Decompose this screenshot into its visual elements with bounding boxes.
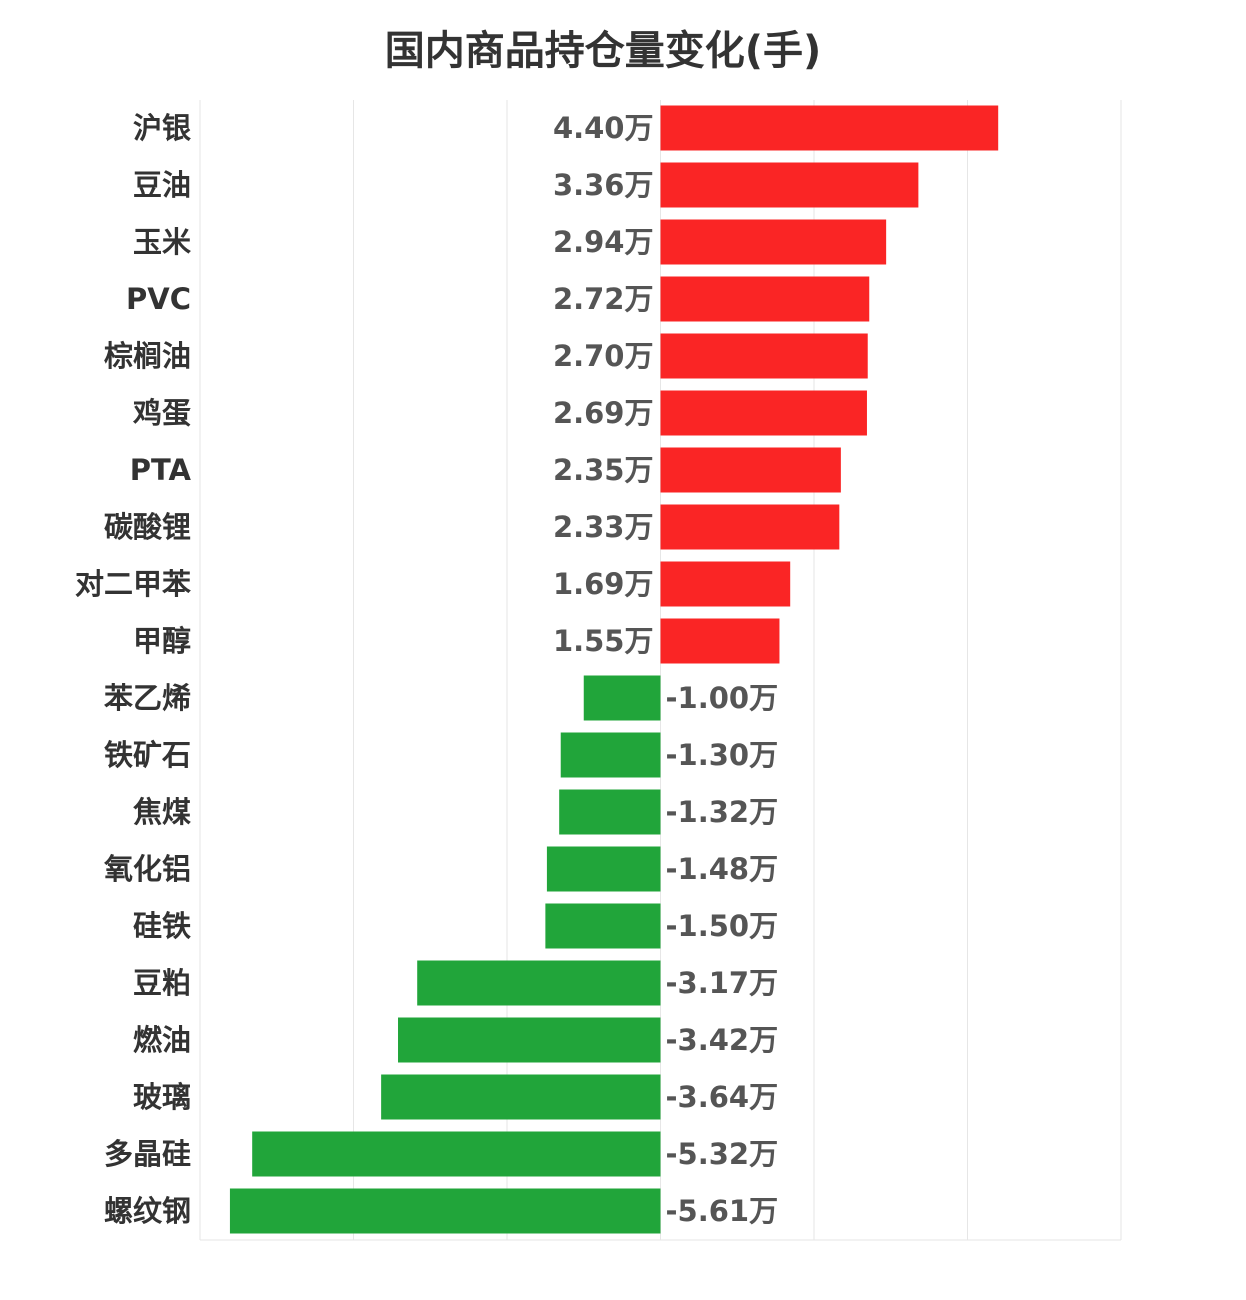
value-label-4: 2.70万 [553, 339, 654, 373]
value-label-9: 1.55万 [553, 624, 654, 658]
gridlines [199, 100, 1122, 1241]
value-label-2: 2.94万 [553, 225, 654, 259]
category-label-8: 对二甲苯 [75, 567, 191, 601]
bar-9 [660, 618, 780, 664]
value-label-0: 4.40万 [553, 111, 654, 145]
bar-10 [583, 675, 661, 721]
category-label-15: 豆粕 [133, 966, 191, 1000]
value-label-13: -1.48万 [666, 852, 779, 886]
value-label-12: -1.32万 [666, 795, 779, 829]
value-label-6: 2.35万 [553, 453, 654, 487]
category-label-4: 棕榈油 [104, 339, 191, 373]
category-label-9: 甲醇 [133, 624, 191, 658]
bar-0 [660, 105, 999, 151]
category-label-3: PVC [126, 282, 191, 316]
value-label-18: -5.32万 [666, 1137, 779, 1171]
bar-1 [660, 162, 919, 208]
category-label-7: 碳酸锂 [104, 510, 191, 544]
bar-6 [660, 447, 841, 493]
value-label-1: 3.36万 [553, 168, 654, 202]
value-label-7: 2.33万 [553, 510, 654, 544]
category-label-12: 焦煤 [133, 795, 191, 829]
bar-12 [559, 789, 661, 835]
bar-5 [660, 390, 867, 436]
category-label-10: 苯乙烯 [104, 681, 191, 715]
value-label-5: 2.69万 [553, 396, 654, 430]
category-label-11: 铁矿石 [104, 738, 191, 772]
value-label-16: -3.42万 [666, 1023, 779, 1057]
category-label-6: PTA [130, 453, 192, 487]
bar-13 [546, 846, 661, 892]
value-label-10: -1.00万 [666, 681, 779, 715]
category-label-5: 鸡蛋 [133, 396, 191, 430]
bar-14 [545, 903, 661, 949]
value-label-14: -1.50万 [666, 909, 779, 943]
value-label-8: 1.69万 [553, 567, 654, 601]
category-label-17: 玻璃 [133, 1080, 191, 1114]
bar-3 [660, 276, 870, 322]
category-label-19: 螺纹钢 [104, 1194, 191, 1228]
category-label-18: 多晶硅 [104, 1137, 191, 1171]
bar-7 [660, 504, 840, 550]
category-label-0: 沪银 [133, 111, 191, 145]
value-label-11: -1.30万 [666, 738, 779, 772]
category-label-2: 玉米 [133, 225, 191, 259]
value-label-15: -3.17万 [666, 966, 779, 1000]
bar-4 [660, 333, 868, 379]
category-label-13: 氧化铝 [103, 852, 191, 886]
value-label-19: -5.61万 [666, 1194, 779, 1228]
bar-17 [381, 1074, 661, 1120]
bar-18 [252, 1131, 661, 1177]
bar-11 [560, 732, 661, 778]
value-label-17: -3.64万 [666, 1080, 779, 1114]
category-label-16: 燃油 [133, 1023, 191, 1057]
value-label-3: 2.72万 [553, 282, 654, 316]
bar-8 [660, 561, 791, 607]
category-label-14: 硅铁 [133, 909, 191, 943]
bar-15 [417, 960, 661, 1006]
bar-19 [229, 1188, 661, 1234]
bar-16 [398, 1017, 661, 1063]
bar-2 [660, 219, 887, 265]
category-label-1: 豆油 [133, 168, 191, 202]
chart-title: 国内商品持仓量变化(手) [384, 28, 822, 74]
